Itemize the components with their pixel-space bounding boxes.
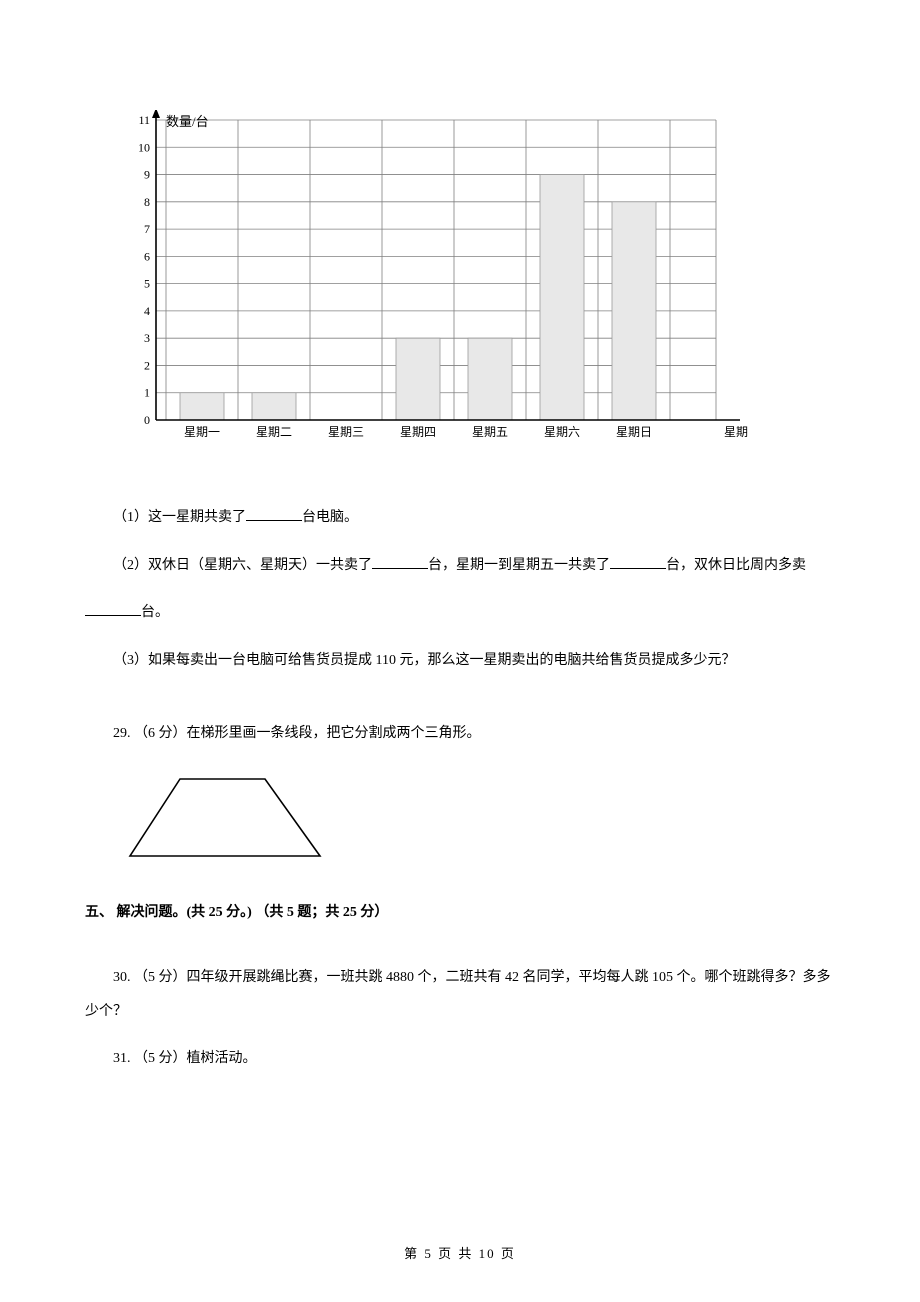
svg-text:8: 8 [144, 195, 150, 209]
question-28-1: （1）这一星期共卖了 台电脑。 [85, 501, 835, 535]
svg-text:7: 7 [144, 222, 150, 236]
svg-text:11: 11 [138, 113, 150, 127]
blank [85, 601, 141, 616]
blank [246, 506, 302, 521]
svg-text:2: 2 [144, 358, 150, 372]
blank [372, 554, 428, 569]
svg-text:星期一: 星期一 [184, 425, 220, 439]
question-28-3: （3）如果每卖出一台电脑可给售货员提成 110 元，那么这一星期卖出的电脑共给售… [85, 644, 835, 678]
page-footer: 第 5 页 共 10 页 [0, 1243, 920, 1262]
svg-text:星期: 星期 [724, 425, 748, 439]
svg-text:星期四: 星期四 [400, 425, 436, 439]
text: 30. （5 分）四年级开展跳绳比赛，一班共跳 4880 个，二班共有 42 名… [85, 970, 831, 1019]
svg-text:星期三: 星期三 [328, 425, 364, 439]
svg-text:4: 4 [144, 304, 150, 318]
text: 台电脑。 [302, 510, 358, 525]
text: 台，双休日比周内多卖 [666, 558, 806, 573]
text: （1）这一星期共卖了 [113, 510, 246, 525]
question-31: 31. （5 分）植树活动。 [85, 1042, 835, 1076]
svg-text:0: 0 [144, 413, 150, 427]
question-block: （1）这一星期共卖了 台电脑。 （2）双休日（星期六、星期天）一共卖了 台，星期一到… [85, 501, 835, 751]
text: 29. （6 分）在梯形里画一条线段，把它分割成两个三角形。 [113, 726, 481, 741]
trapezoid-figure [125, 771, 835, 871]
text: 台。 [141, 605, 169, 620]
svg-text:6: 6 [144, 249, 150, 263]
text: 台，星期一到星期五一共卖了 [428, 558, 610, 573]
svg-text:9: 9 [144, 168, 150, 182]
question-30: 30. （5 分）四年级开展跳绳比赛，一班共跳 4880 个，二班共有 42 名… [85, 961, 835, 1028]
question-28-2: （2）双休日（星期六、星期天）一共卖了 台，星期一到星期五一共卖了 台，双休日比周内… [85, 549, 835, 583]
svg-text:星期日: 星期日 [616, 425, 652, 439]
svg-text:星期五: 星期五 [472, 425, 508, 439]
svg-text:星期六: 星期六 [544, 425, 580, 439]
svg-text:10: 10 [138, 140, 150, 154]
svg-text:1: 1 [144, 386, 150, 400]
section-5-heading: 五、 解决问题。(共 25 分。) （共 5 题；共 25 分） [85, 901, 835, 921]
question-28-2-cont: 台。 [85, 596, 835, 630]
sales-bar-chart: 0 1 2 3 4 5 6 7 8 9 10 11 星期一 星期二 星期三 星期四 星期五 星期六 星期日 数量/台星… [120, 110, 835, 461]
svg-text:3: 3 [144, 331, 150, 345]
section-5-questions: 30. （5 分）四年级开展跳绳比赛，一班共跳 4880 个，二班共有 42 名… [85, 961, 835, 1076]
svg-text:数量/台: 数量/台 [166, 114, 209, 129]
text: 31. （5 分）植树活动。 [113, 1051, 257, 1066]
text: （2）双休日（星期六、星期天）一共卖了 [113, 558, 372, 573]
question-29: 29. （6 分）在梯形里画一条线段，把它分割成两个三角形。 [85, 717, 835, 751]
text: （3）如果每卖出一台电脑可给售货员提成 110 元，那么这一星期卖出的电脑共给售… [113, 653, 735, 668]
blank [610, 554, 666, 569]
svg-text:星期二: 星期二 [256, 425, 292, 439]
svg-text:5: 5 [144, 277, 150, 291]
